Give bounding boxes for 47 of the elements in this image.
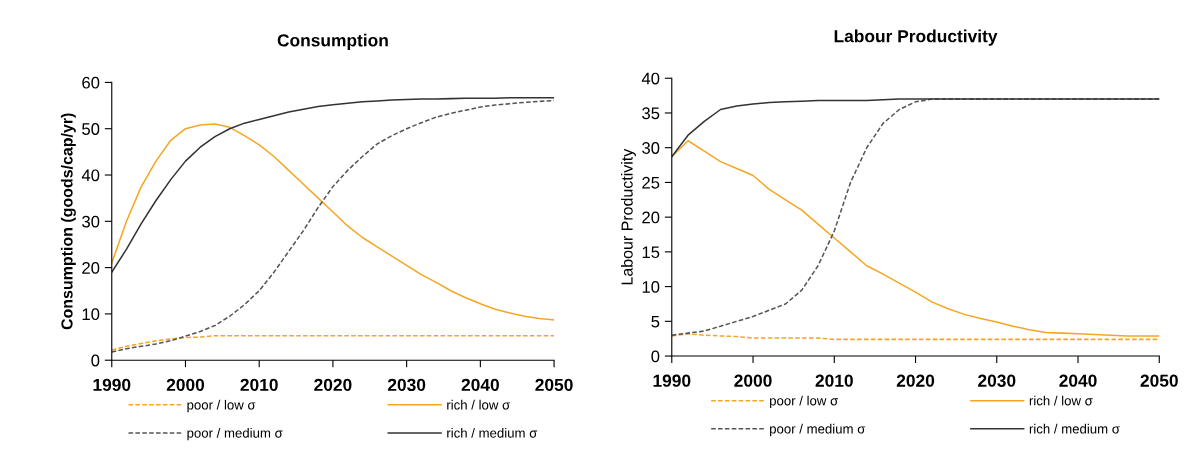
line-series [671,98,1160,158]
legend-label: poor / medium σ [770,423,866,437]
legend-label: rich / medium σ [1029,423,1120,434]
y-tick-label: 10 [642,281,660,293]
y-tick-label: 20 [82,262,100,274]
line-series [111,334,555,351]
x-tick-label: 2050 [1140,374,1178,387]
y-tick-label: 0 [651,350,660,363]
x-tick-label: 2010 [240,378,278,392]
y-tick-label: 30 [642,142,660,154]
x-tick-label: 2020 [896,374,935,387]
y-tick-label: 40 [81,169,100,182]
chart-title: Labour Productivity [834,29,998,46]
y-tick-label: 0 [91,354,100,367]
y-tick-label: 20 [642,211,660,224]
y-tick-label: 35 [642,107,660,120]
y-tick-label: 30 [82,215,100,228]
legend-label: rich / low σ [447,399,510,410]
y-axis-title: Consumption (goods/cap/yr) [60,113,76,330]
x-tick-label: 2000 [734,374,772,387]
x-tick-label: 2020 [314,378,352,392]
x-tick-label: 2030 [978,374,1016,387]
x-tick-label: 2040 [461,378,499,392]
legend-label: rich / low σ [1029,395,1093,406]
chart-title: Consumption [277,33,388,50]
y-tick-label: 10 [82,308,100,321]
x-tick-label: 2010 [815,374,853,387]
y-tick-label: 40 [641,72,660,85]
y-tick-label: 15 [642,246,660,259]
y-tick-label: 25 [642,176,660,189]
legend-label: rich / medium σ [447,428,538,438]
x-tick-label: 2030 [387,378,426,392]
y-axis-title: Labour Productivity [621,148,636,285]
x-tick-label: 1990 [653,374,691,387]
line-series [671,139,1160,337]
legend-label: poor / low σ [187,399,256,413]
x-tick-label: 2000 [166,378,205,392]
x-tick-label: 2050 [535,378,573,392]
y-tick-label: 5 [651,315,660,328]
y-tick-label: 60 [82,76,100,89]
x-tick-label: 1990 [93,378,131,392]
line-series [111,96,555,274]
line-series [111,123,555,321]
legend-label: poor / low σ [770,395,838,408]
y-tick-label: 50 [82,123,100,135]
legend-label: poor / medium σ [187,428,283,441]
x-tick-label: 2040 [1059,374,1097,387]
